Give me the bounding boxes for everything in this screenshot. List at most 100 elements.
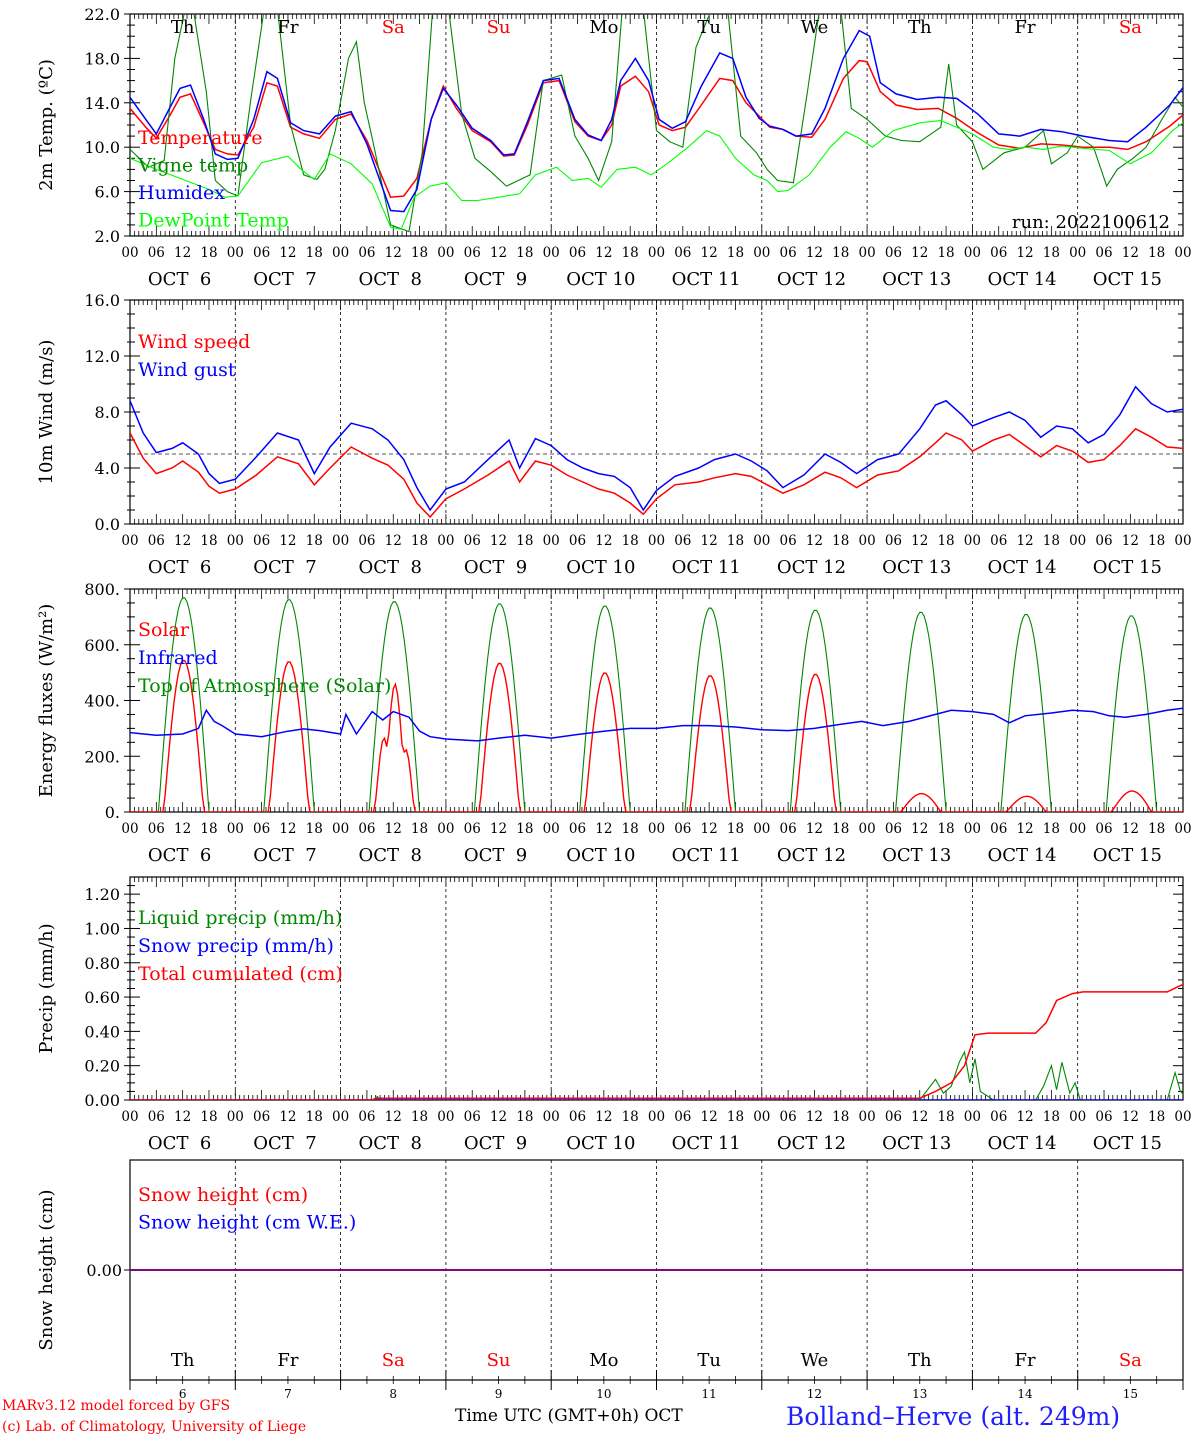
x-hour-label: 18 [727, 821, 744, 837]
x-hour-label: 06 [674, 821, 691, 837]
x-hour-label: 12 [911, 821, 928, 837]
x-hour-label: 12 [1016, 821, 1033, 837]
x-date-label: OCT 14 [987, 269, 1056, 290]
x-hour-label: 12 [385, 821, 402, 837]
x-hour-label: 06 [253, 821, 270, 837]
x-hour-label: 00 [1069, 1109, 1086, 1125]
day-name: Sa [1119, 1350, 1142, 1371]
x-date-label: OCT 12 [777, 845, 846, 866]
day-name: Sa [382, 17, 405, 38]
station-name: Bolland–Herve (alt. 249m) [786, 1402, 1121, 1431]
day-number: 12 [807, 1387, 822, 1401]
time-axis-month: OCT [644, 1406, 683, 1426]
x-hour-label: 18 [1148, 1109, 1165, 1125]
series-group [130, 597, 1183, 812]
legend-entry: Humidex [138, 182, 225, 204]
y-tick-label: 6.0 [95, 183, 120, 202]
x-hour-label: 18 [411, 821, 428, 837]
x-hour-label: 12 [385, 533, 402, 549]
x-hour-label: 18 [306, 533, 323, 549]
x-hour-label: 12 [595, 245, 612, 261]
x-date-label: OCT 14 [987, 845, 1056, 866]
legend-entry: Snow height (cm) [138, 1184, 308, 1206]
run-label: run: 2022100612 [1012, 212, 1170, 233]
y-tick-label: 4.0 [95, 459, 120, 478]
x-date-label: OCT 9 [464, 269, 527, 290]
x-hour-label: 12 [174, 821, 191, 837]
x-hour-label: 00 [543, 1109, 560, 1125]
x-hour-label: 00 [1174, 533, 1191, 549]
day-name: Th [171, 17, 195, 38]
series-line-toa [130, 597, 1183, 812]
day-name: Su [487, 17, 511, 38]
x-hour-label: 06 [674, 533, 691, 549]
x-date-label: OCT 10 [566, 1133, 635, 1154]
x-hour-label: 06 [990, 1109, 1007, 1125]
x-date-label: OCT 8 [359, 845, 422, 866]
panel-flux: 0. 200. 400. 600. 800. Energy fluxes (W/m²) So… [36, 580, 1192, 866]
x-hour-label: 06 [569, 245, 586, 261]
x-hour-label: 00 [1174, 1109, 1191, 1125]
y-axis-label: Precip (mm/h) [36, 923, 57, 1053]
y-tick-label: 2.0 [95, 227, 120, 246]
x-hour-label: 00 [753, 1109, 770, 1125]
x-hour-label: 12 [279, 245, 296, 261]
x-hour-label: 18 [1043, 533, 1060, 549]
x-date-label: OCT 6 [148, 845, 211, 866]
legend-entry: Solar [138, 619, 190, 641]
x-date-label: OCT 13 [882, 1133, 951, 1154]
x-hour-label: 12 [174, 533, 191, 549]
x-hour-label: 12 [806, 533, 823, 549]
x-hour-label: 00 [648, 533, 665, 549]
x-hour-label: 06 [464, 821, 481, 837]
day-number: 13 [912, 1387, 927, 1401]
y-tick-label: 14.0 [84, 94, 120, 113]
day-name: Fr [1015, 17, 1036, 38]
x-hour-label: 00 [121, 245, 138, 261]
x-hour-label: 12 [595, 821, 612, 837]
x-hour-label: 18 [1148, 821, 1165, 837]
panel-snow: 0.00 Snow height (cm) Snow height (cm) Snow… [36, 1159, 1184, 1401]
series-line-humidex [130, 29, 1183, 213]
x-hour-label: 12 [806, 1109, 823, 1125]
x-hour-label: 00 [859, 821, 876, 837]
x-date-label: OCT 14 [987, 1133, 1056, 1154]
x-hour-label: 00 [332, 1109, 349, 1125]
x-hour-label: 12 [806, 245, 823, 261]
x-hour-label: 12 [279, 533, 296, 549]
x-hour-label: 00 [227, 1109, 244, 1125]
x-hour-label: 18 [1043, 245, 1060, 261]
x-hour-label: 00 [437, 821, 454, 837]
x-hour-label: 18 [832, 533, 849, 549]
x-hour-label: 00 [753, 533, 770, 549]
x-hour-label: 06 [464, 245, 481, 261]
x-hour-label: 06 [148, 245, 165, 261]
day-number: 6 [179, 1387, 187, 1401]
x-hour-label: 12 [701, 245, 718, 261]
day-name: Th [908, 1350, 932, 1371]
x-hour-label: 00 [227, 245, 244, 261]
x-date-label: OCT 7 [253, 269, 316, 290]
x-hour-label: 06 [1095, 821, 1112, 837]
x-date-label: OCT 13 [882, 269, 951, 290]
x-hour-label: 18 [306, 245, 323, 261]
x-hour-label: 18 [1148, 533, 1165, 549]
x-hour-label: 00 [332, 533, 349, 549]
x-date-label: OCT 9 [464, 845, 527, 866]
x-hour-label: 18 [516, 1109, 533, 1125]
x-hour-label: 00 [437, 533, 454, 549]
x-hour-label: 12 [911, 533, 928, 549]
day-name: Sa [1119, 17, 1142, 38]
x-date-label: OCT 13 [882, 845, 951, 866]
x-hour-label: 06 [990, 245, 1007, 261]
x-hour-label: 00 [1069, 245, 1086, 261]
x-hour-label: 12 [1122, 245, 1139, 261]
x-hour-label: 06 [885, 245, 902, 261]
x-hour-label: 06 [780, 1109, 797, 1125]
x-date-label: OCT 8 [359, 1133, 422, 1154]
x-date-label: OCT 15 [1093, 269, 1162, 290]
legend-entry: Snow height (cm W.E.) [138, 1212, 356, 1234]
x-date-label: OCT 15 [1093, 557, 1162, 578]
y-tick-label: 12.0 [84, 347, 120, 366]
y-tick-label: 0.80 [84, 954, 120, 973]
